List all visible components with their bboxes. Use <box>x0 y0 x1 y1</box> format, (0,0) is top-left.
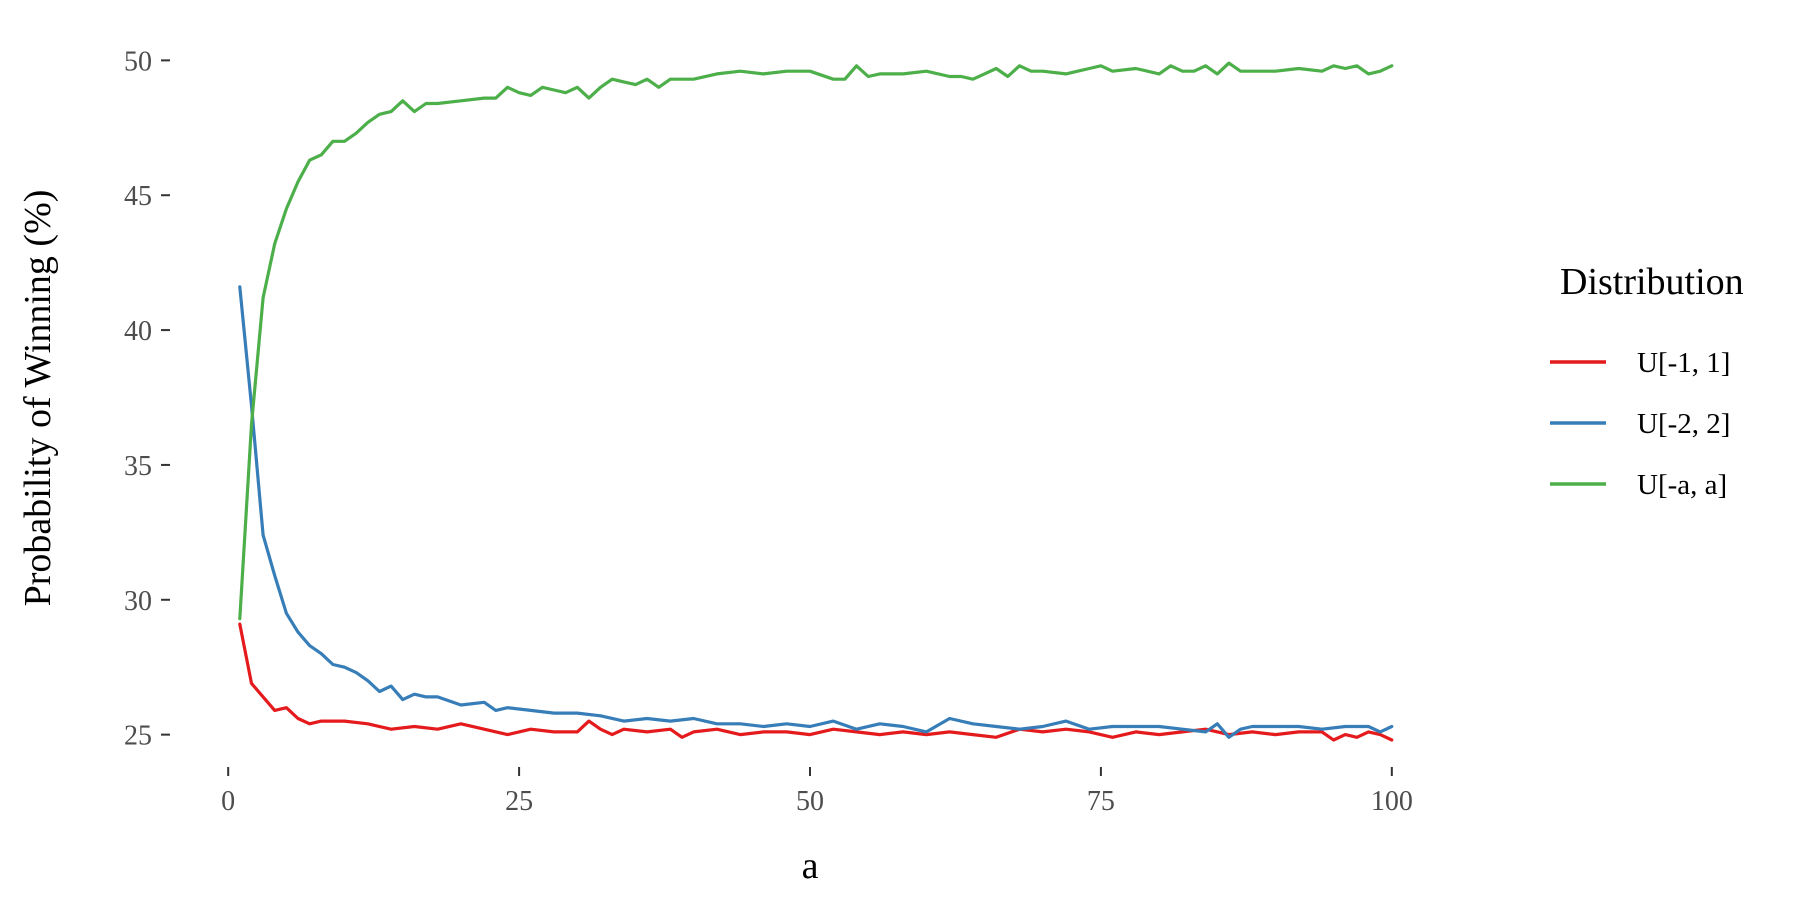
legend-items: U[-1, 1] U[-2, 2] U[-a, a] <box>1550 347 1730 501</box>
legend-item: U[-2, 2] <box>1550 408 1730 440</box>
x-tick-label: 100 <box>1371 786 1413 817</box>
x-tick-label: 0 <box>221 786 235 817</box>
y-tick-label: 45 <box>124 181 152 212</box>
y-tick-label: 25 <box>124 721 152 752</box>
x-tick-label: 50 <box>796 786 824 817</box>
x-tick-label: 75 <box>1087 786 1115 817</box>
legend-label: U[-a, a] <box>1637 469 1727 501</box>
y-axis: 25 30 35 40 45 50 <box>124 46 170 752</box>
plot-area <box>238 61 1394 742</box>
y-tick-label: 40 <box>124 316 152 347</box>
y-tick-label: 35 <box>124 451 152 482</box>
legend-item: U[-a, a] <box>1550 469 1727 501</box>
legend-label: U[-2, 2] <box>1637 408 1730 440</box>
legend-label: U[-1, 1] <box>1637 347 1730 379</box>
series-layer <box>238 61 1394 742</box>
x-axis: 0 25 50 75 100 <box>221 767 1413 817</box>
x-axis-title: a <box>802 845 819 887</box>
legend-title: Distribution <box>1560 261 1744 303</box>
series-line-1 <box>238 622 1394 742</box>
y-tick-label: 30 <box>124 586 152 617</box>
series-line-3 <box>238 61 1394 621</box>
y-tick-label: 50 <box>124 46 152 77</box>
x-tick-label: 25 <box>505 786 533 817</box>
legend-item: U[-1, 1] <box>1550 347 1730 379</box>
y-axis-title: Probability of Winning (%) <box>17 190 59 607</box>
series-line-2 <box>238 285 1394 739</box>
legend: Distribution U[-1, 1] U[-2, 2] U[-a, a] <box>1550 261 1744 501</box>
